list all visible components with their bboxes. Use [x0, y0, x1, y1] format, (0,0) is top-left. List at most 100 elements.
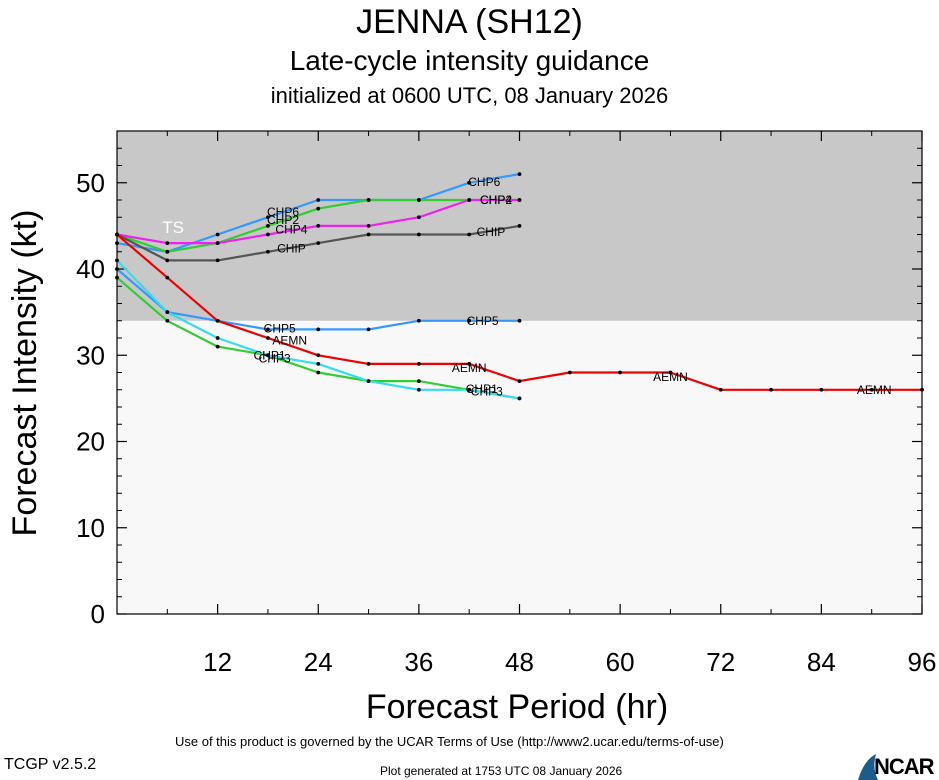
data-point-chip	[416, 232, 421, 237]
data-point-chp1	[215, 344, 220, 349]
series-label-chp3: CHP3	[471, 384, 503, 398]
data-point-aemn	[869, 387, 874, 392]
data-point-chp5	[366, 327, 371, 332]
data-point-chip	[215, 258, 220, 263]
x-axis-title: Forecast Period (hr)	[366, 688, 668, 726]
y-tick-label: 30	[76, 340, 105, 370]
data-point-chp6	[316, 198, 321, 202]
data-point-chp3	[215, 336, 220, 340]
data-point-aemn	[316, 353, 321, 358]
data-point-chp6	[115, 241, 119, 246]
chart-subtitle: Late-cycle intensity guidance	[289, 45, 650, 76]
y-axis-title: Forecast Intensity (kt)	[6, 210, 44, 537]
series-label-chip: CHIP	[477, 225, 506, 239]
data-point-aemn	[366, 361, 371, 366]
series-label-chp2: CHP2	[480, 193, 512, 207]
data-point-chp4	[165, 241, 170, 246]
data-point-aemn	[819, 387, 824, 392]
chart-title: JENNA (SH12)	[356, 3, 583, 41]
data-point-chp4	[316, 223, 321, 228]
data-point-chp4	[266, 232, 270, 237]
data-point-chp3	[416, 387, 421, 392]
data-point-aemn	[266, 336, 270, 340]
data-point-aemn	[618, 370, 623, 375]
data-point-chp6	[517, 172, 522, 177]
series-label-chp5: CHP5	[264, 322, 296, 336]
y-tick-label: 50	[76, 168, 105, 198]
y-tick-label: 0	[91, 599, 105, 629]
y-tick-label: 10	[76, 513, 105, 543]
data-point-chp1	[115, 275, 119, 280]
data-point-aemn	[718, 387, 723, 392]
data-point-chp2	[165, 249, 170, 254]
x-tick-label: 96	[908, 647, 937, 677]
data-point-chp6	[215, 232, 220, 237]
series-label-chp1: CHP1	[254, 348, 286, 362]
data-point-chp1	[165, 318, 170, 323]
series-label-chp6: CHP6	[267, 205, 299, 219]
data-point-chp1	[316, 370, 321, 375]
data-point-chp4	[517, 198, 522, 202]
data-point-chp3	[115, 258, 119, 263]
series-label-chp4: CHP4	[275, 222, 307, 236]
data-point-chp6	[266, 215, 270, 220]
data-point-chp1	[416, 379, 421, 384]
series-label-chp1: CHP1	[466, 382, 498, 396]
series-label-chp4: CHP4	[480, 193, 512, 207]
series-label-chp5: CHP5	[467, 314, 499, 328]
x-tick-label: 24	[304, 647, 333, 677]
data-point-chp5	[467, 318, 472, 323]
data-point-chp6	[467, 180, 472, 185]
series-label-chp6: CHP6	[468, 175, 500, 189]
data-point-chp4	[416, 215, 421, 220]
data-point-chp3	[467, 387, 472, 392]
data-point-aemn	[769, 387, 773, 392]
y-tick-label: 20	[76, 427, 105, 457]
data-point-chp5	[316, 327, 321, 332]
ts-band-label: TS	[162, 218, 184, 237]
data-point-chip	[165, 258, 170, 263]
y-tick-label: 40	[76, 254, 105, 284]
x-tick-label: 12	[203, 647, 232, 677]
data-point-chp3	[366, 379, 371, 384]
data-point-chp2	[366, 198, 371, 202]
init-time: initialized at 0600 UTC, 08 January 2026	[270, 83, 669, 108]
data-point-aemn	[467, 361, 472, 366]
data-point-aemn	[517, 379, 522, 384]
x-tick-label: 60	[606, 647, 635, 677]
data-point-chip	[266, 249, 270, 254]
data-point-aemn	[920, 387, 924, 392]
data-point-chip	[467, 232, 472, 237]
data-point-chp5	[266, 327, 270, 332]
series-label-chip: CHIP	[277, 241, 306, 255]
data-point-aemn	[115, 232, 119, 237]
terms-of-use: Use of this product is governed by the U…	[175, 734, 724, 749]
data-point-chp5	[115, 267, 119, 271]
series-label-aemn: AEMN	[653, 370, 688, 384]
x-tick-label: 72	[706, 647, 735, 677]
x-tick-label: 48	[505, 647, 534, 677]
data-point-chp3	[517, 396, 522, 401]
data-point-chip	[366, 232, 371, 237]
data-point-chp4	[366, 223, 371, 228]
ncar-logo-icon	[858, 754, 878, 780]
data-point-chp5	[416, 318, 421, 323]
data-point-chp3	[316, 361, 321, 366]
data-point-chp3	[266, 353, 270, 358]
data-point-chp4	[215, 241, 220, 246]
ncar-logo-text: NCAR	[874, 754, 935, 779]
data-point-aemn	[416, 361, 421, 366]
x-tick-label: 84	[807, 647, 836, 677]
data-point-chp3	[165, 310, 170, 315]
series-label-chp3: CHP3	[259, 352, 291, 366]
data-point-chp2	[316, 206, 321, 211]
x-tick-label: 36	[404, 647, 433, 677]
data-point-chip	[316, 241, 321, 246]
data-point-aemn	[668, 370, 673, 375]
series-label-chp2: CHP2	[267, 213, 299, 227]
data-point-chp5	[517, 318, 522, 323]
data-point-chip	[517, 223, 522, 228]
series-label-aemn: AEMN	[857, 383, 892, 397]
data-point-chp4	[467, 198, 472, 202]
